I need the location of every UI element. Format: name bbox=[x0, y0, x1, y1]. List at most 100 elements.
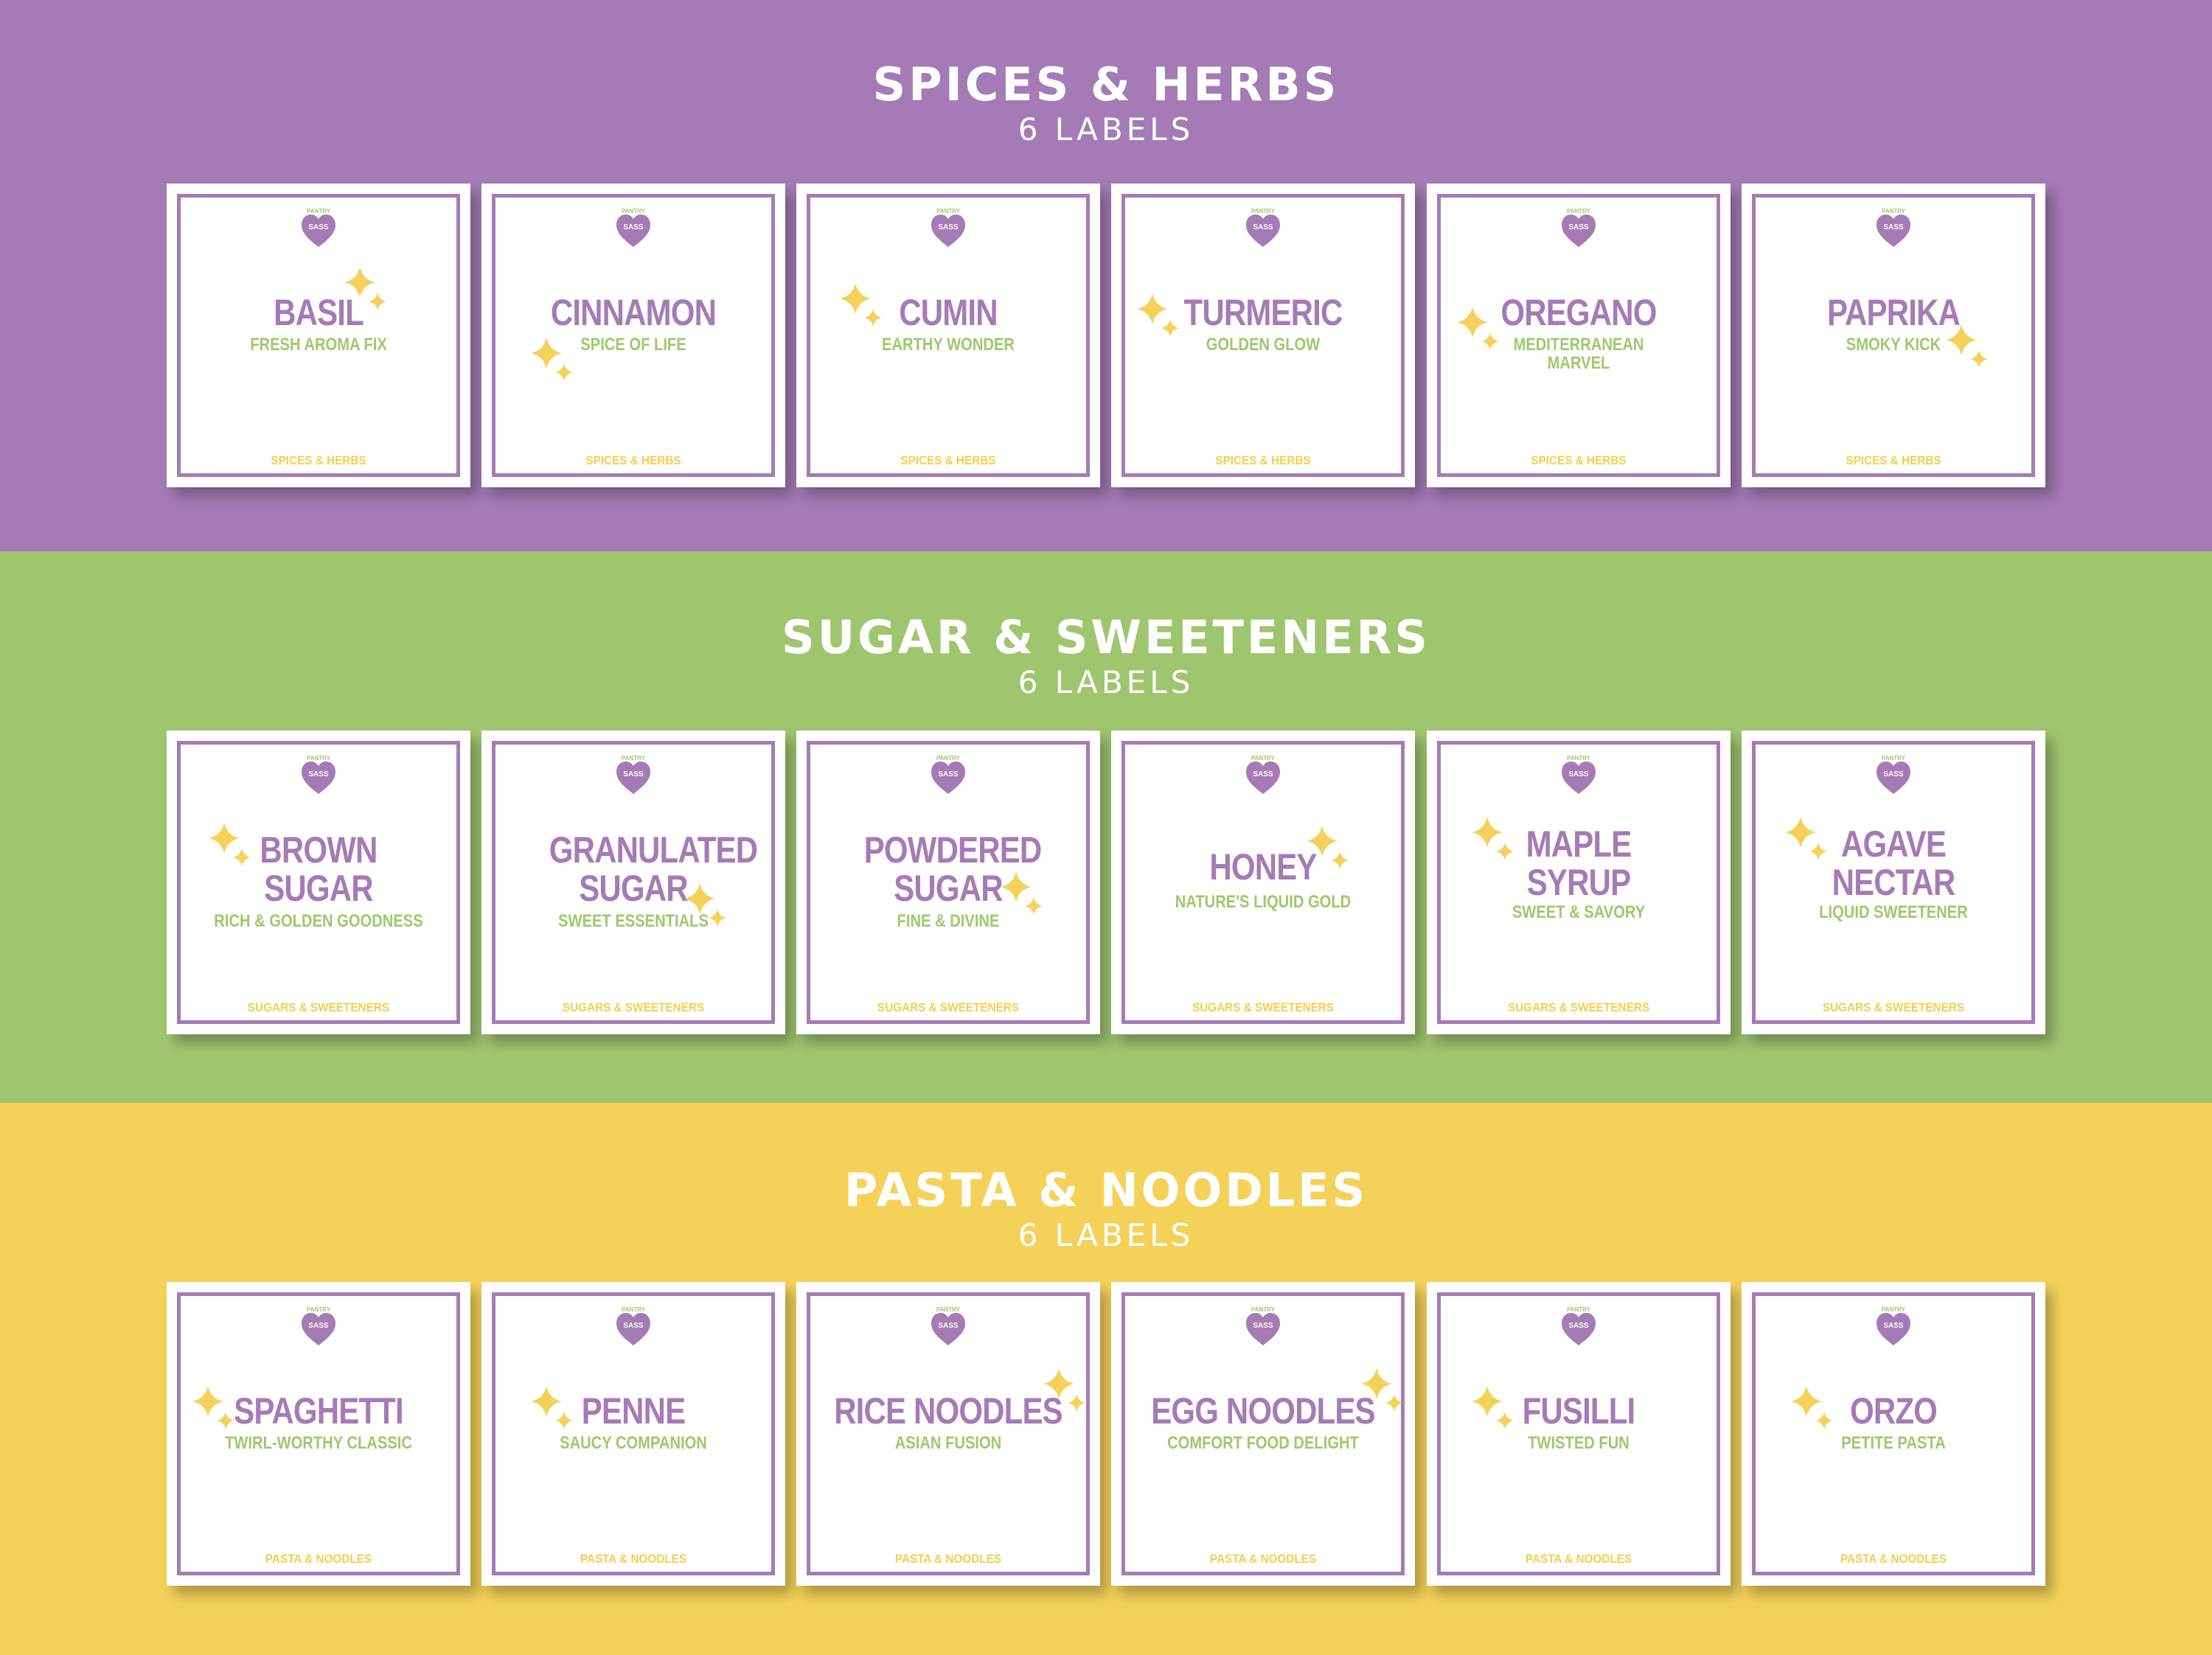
heart-icon: PANTRY SASS bbox=[1246, 208, 1280, 247]
pantry-sass-logo: PANTRY SASS bbox=[1874, 754, 1913, 795]
label-category: SUGARS & SWEETENERS bbox=[1822, 1000, 1965, 1014]
section-header: SUGAR & SWEETENERS 6 LABELS bbox=[0, 612, 2212, 700]
logo-text-main: SASS bbox=[938, 223, 959, 231]
label-name: GRANULATED SUGAR bbox=[549, 829, 758, 909]
logo-text-top: PANTRY bbox=[1882, 1306, 1906, 1313]
pantry-label-card: PANTRY SASS ORZO PETITE PASTA PASTA & NOODLE… bbox=[1742, 1282, 2045, 1586]
pantry-sass-logo: PANTRY SASS bbox=[614, 1306, 653, 1347]
label-grid: PANTRY SASS BASIL FRESH AROMA FIX SPICES & H… bbox=[167, 184, 2045, 487]
logo-text-main: SASS bbox=[1253, 223, 1273, 231]
heart-icon: PANTRY SASS bbox=[302, 755, 335, 794]
logo-text-top: PANTRY bbox=[1251, 208, 1276, 215]
sparkle-icon bbox=[1471, 816, 1518, 863]
label-category: SUGARS & SWEETENERS bbox=[877, 1000, 1020, 1014]
logo-text-top: PANTRY bbox=[936, 1306, 961, 1313]
section-subtitle: 6 LABELS bbox=[1018, 664, 1194, 700]
pantry-label-card: PANTRY SASS BROWN SUGAR RICH & GOLDEN GOODN… bbox=[167, 731, 470, 1034]
pantry-label-card: PANTRY SASS RICE NOODLES ASIAN FUSION PASTA … bbox=[796, 1282, 1100, 1586]
band-pasta-noodles: PASTA & NOODLES 6 LABELS PANTRY SASS SPAGH… bbox=[0, 1103, 2212, 1655]
label-tagline: FINE & DIVINE bbox=[897, 911, 1000, 931]
sparkle-icon bbox=[1043, 1367, 1090, 1415]
label-category: SUGARS & SWEETENERS bbox=[1507, 1000, 1650, 1014]
label-name: RICE NOODLES bbox=[834, 1390, 1062, 1432]
label-name: AGAVE NECTAR bbox=[1832, 823, 1956, 903]
pantry-sass-logo: PANTRY SASS bbox=[299, 1306, 338, 1347]
label-name: BROWN SUGAR bbox=[260, 829, 378, 909]
logo-text-top: PANTRY bbox=[307, 1306, 331, 1313]
label-border bbox=[177, 1292, 460, 1575]
logo-text-top: PANTRY bbox=[1882, 755, 1906, 762]
heart-icon: PANTRY SASS bbox=[616, 755, 650, 794]
logo-text-main: SASS bbox=[308, 1322, 329, 1330]
label-tagline: TWIRL-WORTHY CLASSIC bbox=[225, 1433, 412, 1453]
label-category: SPICES & HERBS bbox=[900, 453, 996, 467]
label-category: SPICES & HERBS bbox=[1531, 453, 1627, 467]
pantry-label-card: PANTRY SASS BASIL FRESH AROMA FIX SPICES & H… bbox=[167, 184, 470, 487]
logo-text-top: PANTRY bbox=[1567, 755, 1591, 762]
label-name: FUSILLI bbox=[1522, 1390, 1636, 1432]
pantry-sass-logo: PANTRY SASS bbox=[1559, 1306, 1598, 1347]
label-border bbox=[807, 194, 1090, 477]
logo-text-top: PANTRY bbox=[307, 208, 331, 215]
label-category: PASTA & NOODLES bbox=[580, 1552, 687, 1566]
label-border bbox=[1437, 741, 1720, 1024]
sparkle-icon bbox=[1456, 306, 1503, 353]
label-border bbox=[807, 1292, 1090, 1575]
logo-text-top: PANTRY bbox=[622, 208, 646, 215]
pantry-sass-logo: PANTRY SASS bbox=[1244, 1306, 1282, 1347]
heart-icon: PANTRY SASS bbox=[302, 208, 335, 247]
pantry-sass-logo: PANTRY SASS bbox=[929, 1306, 967, 1347]
label-border bbox=[1437, 194, 1720, 477]
label-grid: PANTRY SASS BROWN SUGAR RICH & GOLDEN GOODN… bbox=[167, 731, 2045, 1034]
logo-text-main: SASS bbox=[938, 770, 959, 778]
label-tagline: SMOKY KICK bbox=[1846, 335, 1941, 355]
pantry-label-card: PANTRY SASS CINNAMON SPICE OF LIFE SPICES & … bbox=[481, 184, 785, 487]
label-name: HONEY bbox=[1209, 846, 1317, 888]
label-category: PASTA & NOODLES bbox=[265, 1552, 372, 1566]
logo-text-main: SASS bbox=[1253, 770, 1273, 778]
heart-icon: PANTRY SASS bbox=[616, 208, 650, 247]
label-name: OREGANO bbox=[1500, 292, 1657, 333]
sparkle-icon bbox=[1000, 871, 1047, 918]
pantry-sass-logo: PANTRY SASS bbox=[1244, 207, 1282, 248]
label-category: PASTA & NOODLES bbox=[1840, 1552, 1947, 1566]
heart-icon: PANTRY SASS bbox=[616, 1306, 650, 1345]
logo-text-main: SASS bbox=[623, 770, 644, 778]
pantry-label-card: PANTRY SASS FUSILLI TWISTED FUN PASTA & NOOD… bbox=[1427, 1282, 1731, 1586]
label-tagline: EARTHY WONDER bbox=[882, 335, 1015, 355]
label-tagline: SPICE OF LIFE bbox=[580, 335, 686, 355]
logo-text-main: SASS bbox=[1883, 1322, 1904, 1330]
logo-text-top: PANTRY bbox=[1567, 1306, 1591, 1313]
logo-text-top: PANTRY bbox=[307, 755, 331, 762]
sparkle-icon bbox=[1945, 324, 1992, 371]
logo-text-main: SASS bbox=[1568, 1322, 1589, 1330]
label-grid: PANTRY SASS SPAGHETTI TWIRL-WORTHY CLASSIC P… bbox=[167, 1282, 2045, 1586]
label-name: ORZO bbox=[1850, 1390, 1938, 1432]
pantry-label-card: PANTRY SASS POWDERED SUGAR FINE & DIVINE SUG… bbox=[796, 731, 1100, 1034]
label-tagline: FRESH AROMA FIX bbox=[250, 335, 387, 355]
label-name: MAPLE SYRUP bbox=[1526, 823, 1632, 903]
section-subtitle: 6 LABELS bbox=[1018, 1217, 1194, 1253]
label-border bbox=[807, 741, 1090, 1024]
logo-text-main: SASS bbox=[623, 1322, 644, 1330]
logo-text-main: SASS bbox=[1883, 223, 1904, 231]
label-category: SPICES & HERBS bbox=[271, 453, 366, 467]
pantry-sass-logo: PANTRY SASS bbox=[1874, 207, 1913, 248]
pantry-sass-logo: PANTRY SASS bbox=[1874, 1306, 1913, 1347]
label-name: PENNE bbox=[581, 1390, 686, 1432]
sparkle-icon bbox=[344, 266, 391, 313]
pantry-sass-logo: PANTRY SASS bbox=[929, 754, 967, 795]
pantry-label-card: PANTRY SASS EGG NOODLES COMFORT FOOD DELIGH… bbox=[1111, 1282, 1415, 1586]
heart-icon: PANTRY SASS bbox=[1562, 208, 1596, 247]
logo-text-top: PANTRY bbox=[1251, 1306, 1276, 1313]
logo-text-main: SASS bbox=[308, 223, 329, 231]
label-name: TURMERIC bbox=[1183, 292, 1343, 333]
label-category: SUGARS & SWEETENERS bbox=[247, 1000, 390, 1014]
sparkle-icon bbox=[1136, 293, 1183, 340]
pantry-label-card: PANTRY SASS CUMIN EARTHY WONDER SPICES & HER… bbox=[796, 184, 1100, 487]
label-name: POWDERED SUGAR bbox=[863, 829, 1042, 909]
heart-icon: PANTRY SASS bbox=[1562, 755, 1596, 794]
sparkle-icon bbox=[1360, 1367, 1408, 1415]
label-tagline: NATURE'S LIQUID GOLD bbox=[1175, 892, 1352, 912]
label-category: SPICES & HERBS bbox=[1215, 453, 1311, 467]
